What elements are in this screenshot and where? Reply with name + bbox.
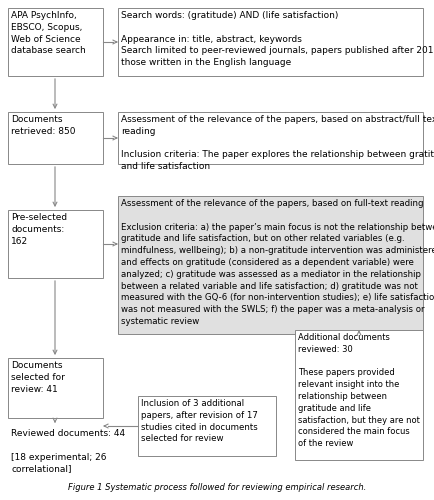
Text: APA PsychInfo,
EBSCO, Scopus,
Web of Science
database search: APA PsychInfo, EBSCO, Scopus, Web of Sci… — [11, 11, 86, 56]
Text: Assessment of the relevance of the papers, based on full-text reading

Exclusion: Assessment of the relevance of the paper… — [121, 199, 434, 326]
Text: Additional documents
reviewed: 30

These papers provided
relevant insight into t: Additional documents reviewed: 30 These … — [298, 333, 420, 448]
Bar — [118, 8, 423, 76]
Bar — [8, 8, 103, 76]
Bar — [8, 358, 103, 418]
Text: Documents
selected for
review: 41: Documents selected for review: 41 — [11, 361, 65, 394]
Text: Pre-selected
documents:
162: Pre-selected documents: 162 — [11, 213, 67, 246]
Text: Inclusion of 3 additional
papers, after revision of 17
studies cited in document: Inclusion of 3 additional papers, after … — [141, 399, 258, 444]
Bar — [138, 396, 276, 456]
Bar — [118, 196, 423, 334]
Bar — [8, 210, 103, 278]
Text: Documents
retrieved: 850: Documents retrieved: 850 — [11, 115, 76, 136]
Bar — [118, 112, 423, 164]
Text: Search words: (gratitude) AND (life satisfaction)

Appearance in: title, abstrac: Search words: (gratitude) AND (life sati… — [121, 11, 434, 67]
Text: Figure 1 Systematic process followed for reviewing empirical research.: Figure 1 Systematic process followed for… — [68, 483, 366, 492]
Text: Reviewed documents: 44

[18 experimental; 26
correlational]: Reviewed documents: 44 [18 experimental;… — [11, 429, 125, 474]
Bar — [8, 112, 103, 164]
Text: Assessment of the relevance of the papers, based on abstract/full text
reading

: Assessment of the relevance of the paper… — [121, 115, 434, 171]
Bar — [295, 330, 423, 460]
